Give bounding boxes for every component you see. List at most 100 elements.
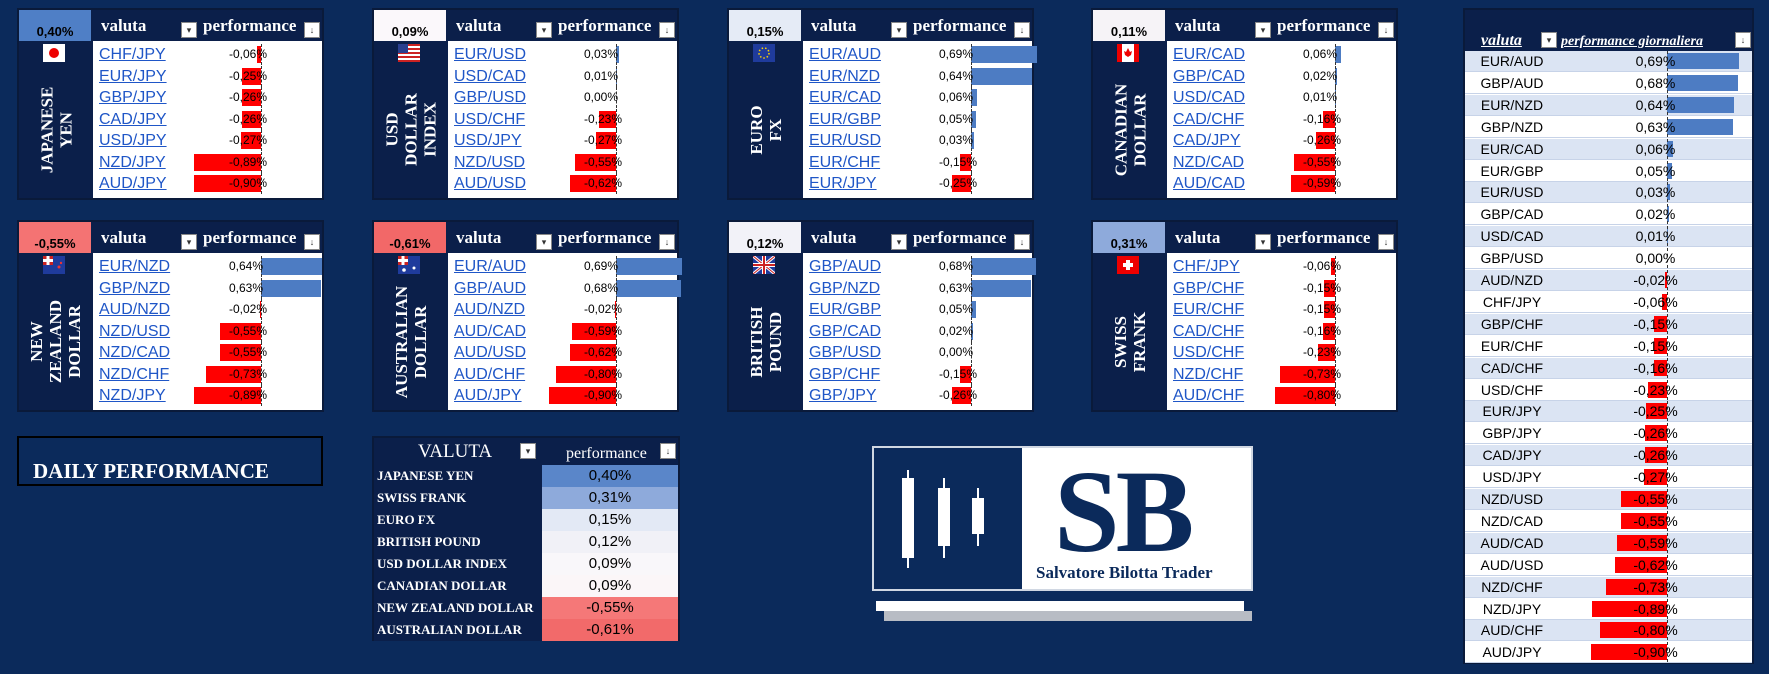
currency-pair-link[interactable]: CHF/JPY <box>1173 258 1240 275</box>
currency-pair-link[interactable]: GBP/CHF <box>1173 279 1245 297</box>
currency-pair-link[interactable]: EUR/GBP <box>809 110 882 128</box>
sort-dropdown-icon[interactable]: ↓ <box>659 22 675 38</box>
filter-dropdown-icon[interactable]: ▾ <box>1255 22 1271 38</box>
currency-pair-link[interactable]: EUR/NZD <box>99 258 171 275</box>
currency-pair-link[interactable]: AUD/CHF <box>454 365 526 383</box>
currency-pair-link[interactable]: USD/CHF <box>1173 344 1245 361</box>
filter-dropdown-icon[interactable]: ▾ <box>181 234 197 250</box>
zero-axis <box>971 173 972 194</box>
currency-pair-link[interactable]: NZD/CHF <box>1173 365 1244 383</box>
currency-pair-link[interactable]: AUD/CAD <box>454 322 527 340</box>
pair-row: AUD/CHF -0,80% <box>1167 385 1396 406</box>
filter-dropdown-icon[interactable]: ▾ <box>520 443 536 459</box>
currency-pair-link[interactable]: USD/CAD <box>1173 89 1246 106</box>
currency-pair-link[interactable]: GBP/CHF <box>809 365 881 383</box>
performance-value: -0,55% <box>1303 154 1342 169</box>
zero-axis <box>1667 423 1668 444</box>
currency-pair-link[interactable]: NZD/CHF <box>99 365 170 383</box>
sort-dropdown-icon[interactable]: ↓ <box>1735 32 1751 48</box>
performance-bar <box>595 132 616 149</box>
currency-pair-link[interactable]: CAD/JPY <box>99 110 167 128</box>
sort-dropdown-icon[interactable]: ↓ <box>660 443 676 459</box>
currency-pair-link[interactable]: NZD/CAD <box>99 344 171 361</box>
currency-pair-link[interactable]: EUR/AUD <box>809 46 882 63</box>
sort-dropdown-icon[interactable]: ↓ <box>659 234 675 250</box>
sort-dropdown-icon[interactable]: ↓ <box>1378 22 1394 38</box>
currency-pair-link[interactable]: GBP/AUD <box>809 258 882 275</box>
currency-pair-link[interactable]: AUD/NZD <box>454 301 526 318</box>
currency-pair-link[interactable]: GBP/USD <box>809 344 882 361</box>
filter-dropdown-icon[interactable]: ▾ <box>536 22 552 38</box>
panel-title-wrapper: JAPANESE YEN <box>19 67 93 192</box>
currency-pair-link[interactable]: CAD/JPY <box>1173 132 1241 149</box>
currency-pair-link[interactable]: GBP/USD <box>454 89 527 106</box>
panel-title-wrapper: CANADIAN DOLLAR <box>1093 67 1167 192</box>
currency-pair-link[interactable]: USD/JPY <box>454 132 522 149</box>
currency-pair-link[interactable]: USD/CAD <box>454 67 527 85</box>
currency-pair-link[interactable]: AUD/JPY <box>454 387 522 404</box>
currency-pair-link[interactable]: EUR/JPY <box>809 175 877 192</box>
summary-row: JAPANESE YEN 0,40% <box>374 465 678 487</box>
currency-pair-link[interactable]: GBP/CAD <box>1173 67 1246 85</box>
performance-value: 0,69% <box>939 47 974 61</box>
pair-row: NZD/JPY -0,89% <box>93 151 322 173</box>
sort-dropdown-icon[interactable]: ↓ <box>304 22 320 38</box>
currency-pair-link[interactable]: EUR/GBP <box>809 301 882 318</box>
filter-dropdown-icon[interactable]: ▾ <box>181 22 197 38</box>
pair-row: NZD/USD -0,55% <box>93 320 322 342</box>
currency-pair-link[interactable]: GBP/CAD <box>809 322 882 340</box>
performance-value: 0,03% <box>584 47 619 61</box>
zero-axis <box>616 256 617 277</box>
sort-dropdown-icon[interactable]: ↓ <box>1014 234 1030 250</box>
filter-dropdown-icon[interactable]: ▾ <box>1255 234 1271 250</box>
sort-dropdown-icon[interactable]: ↓ <box>304 234 320 250</box>
currency-pair-link[interactable]: CHF/JPY <box>99 46 166 63</box>
daily-performance-bar <box>1653 359 1667 376</box>
currency-pair-link[interactable]: AUD/CHF <box>1173 387 1245 404</box>
currency-pair-link[interactable]: GBP/JPY <box>99 89 167 106</box>
currency-pair-link[interactable]: EUR/AUD <box>454 258 527 275</box>
filter-dropdown-icon[interactable]: ▾ <box>536 234 552 250</box>
zero-axis <box>261 130 262 151</box>
currency-pair-link[interactable]: AUD/CAD <box>1173 175 1246 192</box>
sort-dropdown-icon[interactable]: ↓ <box>1378 234 1394 250</box>
currency-pair-link[interactable]: AUD/JPY <box>99 175 167 192</box>
daily-performance-bar <box>1667 162 1673 179</box>
currency-pair-link[interactable]: EUR/USD <box>809 132 882 149</box>
currency-pair-link[interactable]: EUR/CHF <box>809 153 881 171</box>
summary-row: AUSTRALIAN DOLLAR -0,61% <box>374 619 678 641</box>
filter-dropdown-icon[interactable]: ▾ <box>891 234 907 250</box>
currency-pair-link[interactable]: NZD/USD <box>454 153 526 171</box>
daily-performance-bar <box>1661 293 1667 310</box>
currency-pair-link[interactable]: NZD/JPY <box>99 153 166 171</box>
currency-pair-link[interactable]: EUR/CAD <box>1173 46 1246 63</box>
panel-rows: CHF/JPY -0,06% GBP/CHF -0,15% EUR/CHF -0,15% C… <box>1167 253 1396 410</box>
pair-row: EUR/CAD 0,06% <box>1167 44 1396 65</box>
currency-pair-link[interactable]: AUD/USD <box>454 344 527 361</box>
currency-pair-link[interactable]: CAD/CHF <box>1173 322 1245 340</box>
daily-performance-bar <box>1599 622 1667 639</box>
currency-pair-link[interactable]: GBP/NZD <box>99 279 171 297</box>
currency-pair-link[interactable]: EUR/CAD <box>809 89 882 106</box>
currency-pair-link[interactable]: USD/CHF <box>454 110 526 128</box>
currency-pair-link[interactable]: NZD/CAD <box>1173 153 1245 171</box>
currency-pair-link[interactable]: EUR/CHF <box>1173 301 1245 318</box>
filter-dropdown-icon[interactable]: ▾ <box>1541 32 1557 48</box>
filter-dropdown-icon[interactable]: ▾ <box>891 22 907 38</box>
currency-pair-link[interactable]: EUR/USD <box>454 46 527 63</box>
performance-bar <box>261 258 323 275</box>
currency-pair-link[interactable]: EUR/NZD <box>809 67 881 85</box>
currency-pair-link[interactable]: GBP/NZD <box>809 279 881 297</box>
currency-pair-link[interactable]: CAD/CHF <box>1173 110 1245 128</box>
sort-dropdown-icon[interactable]: ↓ <box>1014 22 1030 38</box>
currency-pair-link[interactable]: EUR/JPY <box>99 67 167 85</box>
daily-pair: NZD/CAD <box>1480 512 1544 529</box>
currency-pair-link[interactable]: AUD/NZD <box>99 301 171 318</box>
currency-pair-link[interactable]: AUD/USD <box>454 175 527 192</box>
currency-pair-link[interactable]: NZD/USD <box>99 322 171 340</box>
daily-row: CAD/CHF -0,16% <box>1465 357 1752 379</box>
currency-pair-link[interactable]: NZD/JPY <box>99 387 166 404</box>
currency-pair-link[interactable]: USD/JPY <box>99 132 167 149</box>
currency-pair-link[interactable]: GBP/AUD <box>454 279 527 297</box>
currency-pair-link[interactable]: GBP/JPY <box>809 387 877 404</box>
